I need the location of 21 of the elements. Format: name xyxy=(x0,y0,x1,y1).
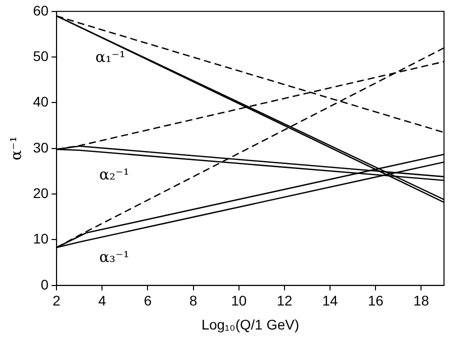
x-tick-label: 12 xyxy=(276,292,292,309)
y-axis-title: α⁻¹ xyxy=(6,136,25,160)
y-tick-label: 60 xyxy=(32,2,49,18)
y-tick-label: 20 xyxy=(32,184,49,201)
x-tick-label: 2 xyxy=(52,292,61,309)
annotation: α₁⁻¹ xyxy=(95,48,126,66)
x-tick-label: 6 xyxy=(144,292,152,309)
x-tick-label: 10 xyxy=(231,292,247,309)
x-tick-label: 16 xyxy=(368,292,384,309)
x-tick-label: 4 xyxy=(98,292,106,309)
x-tick-label: 14 xyxy=(322,292,338,309)
y-tick-label: 50 xyxy=(32,48,49,64)
y-tick-label: 30 xyxy=(32,139,49,156)
annotation: α₂⁻¹ xyxy=(99,166,130,184)
x-tick-label: 18 xyxy=(413,292,430,309)
annotation: α₃⁻¹ xyxy=(99,248,130,266)
y-tick-label: 0 xyxy=(40,276,49,292)
y-tick-label: 40 xyxy=(32,94,49,110)
x-axis-title: Log₁₀(Q/1 GeV) xyxy=(201,316,300,332)
y-tick-label: 10 xyxy=(32,230,49,247)
x-tick-label: 8 xyxy=(189,292,198,309)
